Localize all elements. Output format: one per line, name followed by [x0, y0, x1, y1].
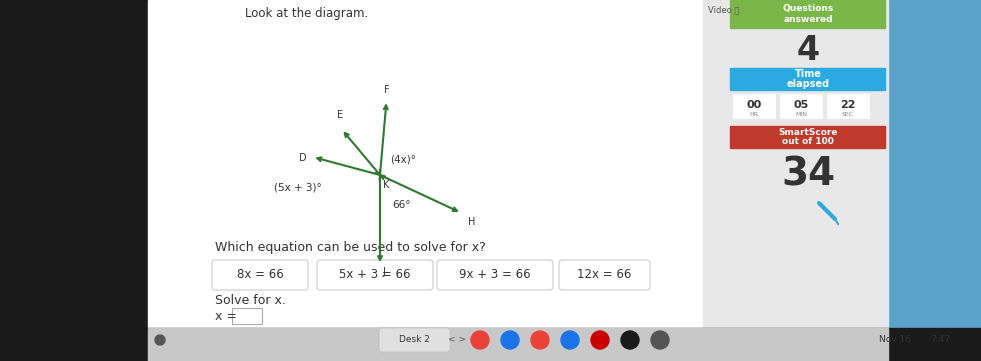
Bar: [733, 94, 775, 118]
Text: < >: < >: [448, 335, 466, 344]
Text: SEC: SEC: [842, 112, 854, 117]
Text: SmartScore
out of 100: SmartScore out of 100: [778, 128, 838, 146]
Text: (4x)°: (4x)°: [390, 155, 416, 165]
Bar: [730, 68, 885, 90]
Bar: [730, 126, 885, 148]
FancyBboxPatch shape: [232, 308, 262, 324]
Text: 5x + 3 = 66: 5x + 3 = 66: [339, 269, 411, 282]
Text: Video ⓘ: Video ⓘ: [708, 5, 740, 14]
Circle shape: [651, 331, 669, 349]
Text: H: H: [468, 217, 476, 227]
Bar: [703, 0, 888, 328]
Text: Look at the diagram.: Look at the diagram.: [245, 8, 368, 21]
Text: Time
elapsed: Time elapsed: [787, 69, 830, 90]
Text: Desk 2: Desk 2: [398, 335, 430, 344]
Text: 05: 05: [794, 100, 808, 110]
Text: x =: x =: [215, 309, 237, 322]
Text: Solve for x.: Solve for x.: [215, 293, 285, 306]
Bar: [827, 94, 869, 118]
FancyBboxPatch shape: [379, 328, 450, 352]
FancyBboxPatch shape: [559, 260, 650, 290]
Text: 34: 34: [781, 156, 835, 194]
Text: 00: 00: [747, 100, 761, 110]
Text: 66°: 66°: [392, 200, 410, 210]
Text: E: E: [336, 110, 343, 120]
Text: J: J: [382, 267, 385, 277]
Text: D: D: [299, 153, 307, 163]
Text: 9x + 3 = 66: 9x + 3 = 66: [459, 269, 531, 282]
Bar: [148, 0, 703, 328]
Circle shape: [591, 331, 609, 349]
Text: MIN: MIN: [795, 112, 807, 117]
Circle shape: [471, 331, 489, 349]
Circle shape: [501, 331, 519, 349]
Text: 12x = 66: 12x = 66: [577, 269, 632, 282]
FancyBboxPatch shape: [212, 260, 308, 290]
Text: 8x = 66: 8x = 66: [236, 269, 284, 282]
Bar: [888, 0, 981, 361]
Circle shape: [155, 335, 165, 345]
Text: 7:47: 7:47: [930, 335, 950, 344]
Bar: [148, 328, 888, 361]
Text: (5x + 3)°: (5x + 3)°: [275, 182, 322, 192]
Bar: [0, 328, 981, 361]
Bar: [730, 0, 885, 28]
Text: F: F: [384, 85, 389, 95]
Circle shape: [531, 331, 549, 349]
Text: 4: 4: [797, 34, 819, 66]
Bar: [780, 94, 822, 118]
Text: Which equation can be used to solve for x?: Which equation can be used to solve for …: [215, 240, 486, 253]
Text: K: K: [383, 180, 389, 190]
Bar: [0, 0, 148, 361]
FancyBboxPatch shape: [437, 260, 553, 290]
Text: HR: HR: [749, 112, 758, 117]
Text: 22: 22: [841, 100, 855, 110]
Text: Questions
answered: Questions answered: [783, 4, 834, 24]
Circle shape: [561, 331, 579, 349]
FancyBboxPatch shape: [317, 260, 433, 290]
Text: Nov 16: Nov 16: [879, 335, 911, 344]
Circle shape: [621, 331, 639, 349]
